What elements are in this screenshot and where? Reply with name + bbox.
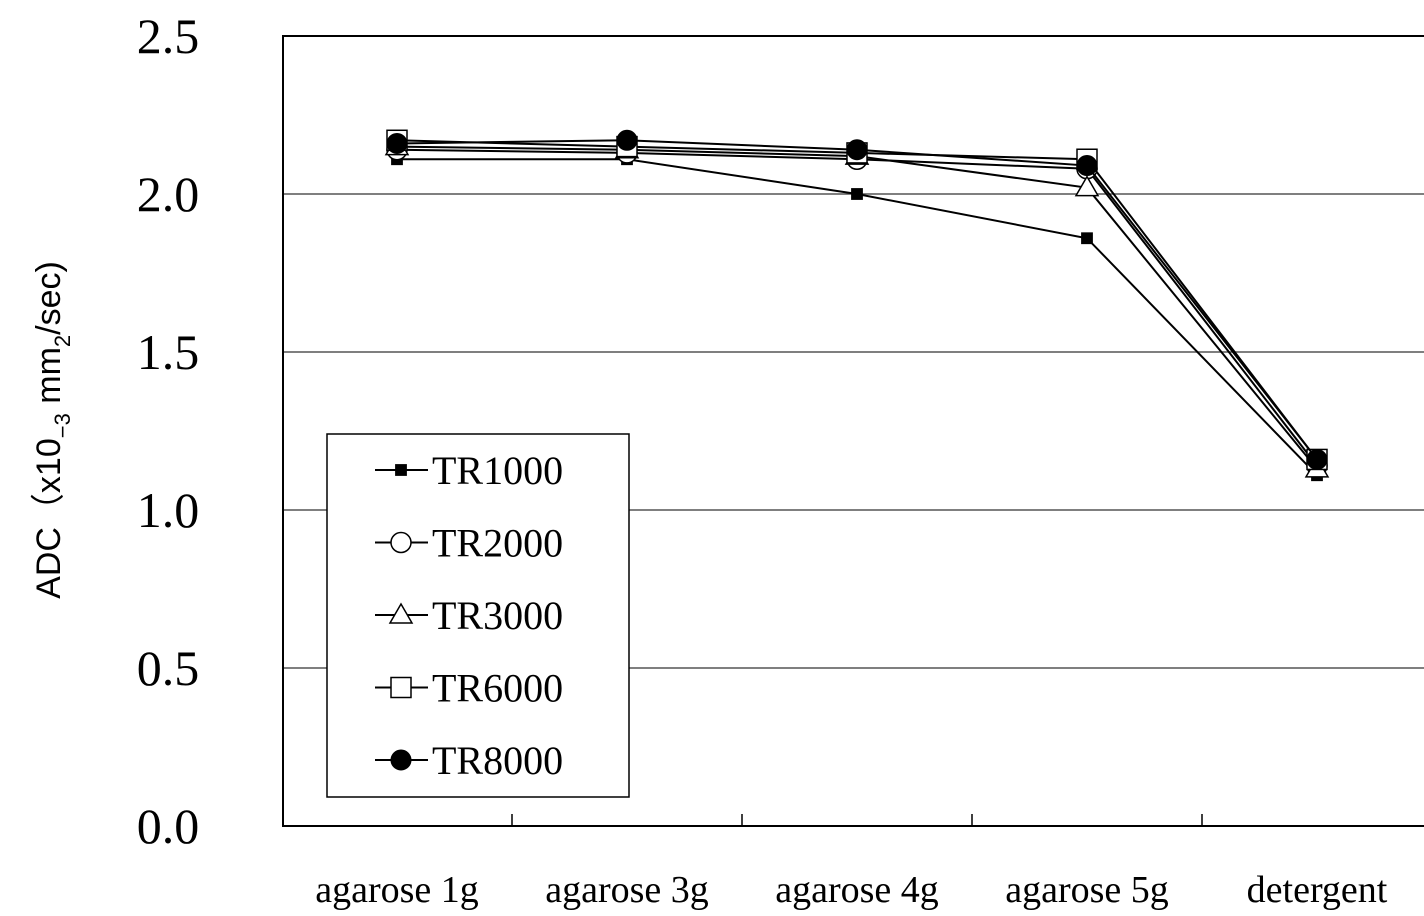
legend: TR1000 TR2000 TR3000 TR6000 TR8000 xyxy=(326,433,630,798)
marker-open-square xyxy=(390,676,412,699)
marker-open-triangle xyxy=(388,602,414,624)
x-category-labels: agarose 1g agarose 3g agarose 4g agarose 5g… xyxy=(315,869,1388,911)
marker-filled-circle xyxy=(1076,155,1098,177)
y-tick-label: 2.5 xyxy=(137,8,200,64)
series-tr1000 xyxy=(391,153,1323,482)
x-category-label: agarose 1g xyxy=(315,869,479,911)
series-tr6000 xyxy=(386,129,1328,471)
legend-item: TR8000 xyxy=(375,738,563,783)
x-category-label: agarose 5g xyxy=(1005,869,1169,911)
legend-label: TR2000 xyxy=(432,521,563,566)
marker-filled-circle xyxy=(390,749,412,771)
x-category-label: detergent xyxy=(1247,869,1388,911)
marker-filled-circle xyxy=(846,139,868,161)
y-tick-label: 1.0 xyxy=(137,482,200,538)
legend-item: TR6000 xyxy=(375,666,563,711)
marker-open-triangle xyxy=(1074,175,1100,197)
series-tr8000 xyxy=(386,129,1328,470)
series-line xyxy=(397,158,1318,476)
marker-filled-square xyxy=(851,188,863,200)
y-tick-label: 2.0 xyxy=(137,166,200,222)
legend-label: TR1000 xyxy=(432,448,563,493)
legend-label: TR6000 xyxy=(432,666,563,711)
marker-open-circle xyxy=(390,531,412,554)
marker-filled-circle xyxy=(1306,448,1328,470)
legend-label: TR3000 xyxy=(432,593,563,638)
series-lines xyxy=(384,129,1330,482)
marker-filled-square xyxy=(395,464,407,476)
legend-item: TR1000 xyxy=(375,448,563,493)
y-tick-label: 0.5 xyxy=(137,640,200,696)
plot-frame xyxy=(282,35,1424,827)
plot-area xyxy=(282,35,1424,827)
marker-filled-square xyxy=(1081,232,1093,245)
legend-label: TR8000 xyxy=(432,738,563,783)
y-tick-label: 1.5 xyxy=(137,324,200,380)
y-axis-title: ADC（x10−3 mm2/sec) xyxy=(30,261,75,599)
marker-filled-circle xyxy=(616,129,638,151)
legend-item: TR2000 xyxy=(375,521,563,566)
marker-filled-circle xyxy=(386,132,408,154)
x-category-label: agarose 3g xyxy=(545,869,709,911)
series-tr3000 xyxy=(384,134,1330,478)
legend-item: TR3000 xyxy=(375,593,563,638)
y-tick-labels: 0.0 0.5 1.0 1.5 2.0 2.5 xyxy=(137,8,200,854)
x-category-label: agarose 4g xyxy=(775,869,939,911)
y-tick-label: 0.0 xyxy=(137,798,200,854)
